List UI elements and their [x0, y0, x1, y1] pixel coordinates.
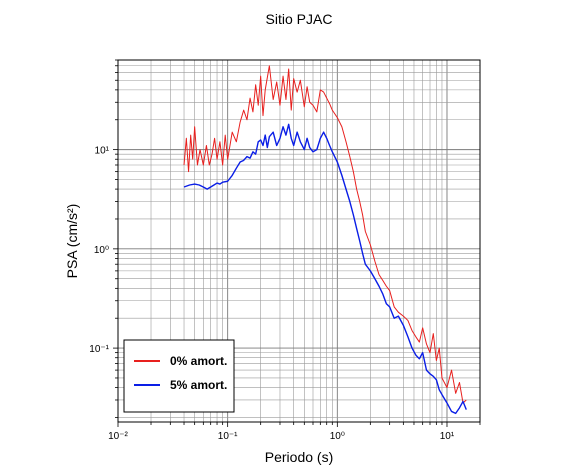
series-line-1 — [183, 123, 467, 415]
y-tick-label: 10⁰ — [94, 245, 109, 256]
y-tick-label: 10⁻¹ — [89, 344, 109, 355]
x-tick-label: 10⁻¹ — [218, 431, 238, 442]
chart-title: Sitio PJAC — [266, 11, 333, 27]
legend: 0% amort. 5% amort. — [123, 339, 235, 413]
ticks: 10⁻² 10⁻¹ 10⁰ 10¹ 10⁻¹ 10⁰ 10¹ — [89, 59, 481, 442]
y-tick-label: 10¹ — [95, 146, 110, 157]
grid — [117, 59, 481, 422]
legend-label-0: 0% amort. — [170, 354, 227, 368]
x-tick-label: 10¹ — [440, 431, 455, 442]
x-axis-label: Periodo (s) — [265, 449, 333, 465]
x-tick-label: 10⁰ — [330, 431, 345, 442]
series-line-0 — [183, 65, 467, 404]
series-layer — [183, 65, 467, 415]
x-tick-label: 10⁻² — [108, 431, 128, 442]
plot-frame — [117, 59, 481, 423]
legend-label-1: 5% amort. — [170, 378, 227, 392]
y-axis-label: PSA (cm/s²) — [64, 204, 80, 279]
legend-box — [123, 339, 235, 413]
